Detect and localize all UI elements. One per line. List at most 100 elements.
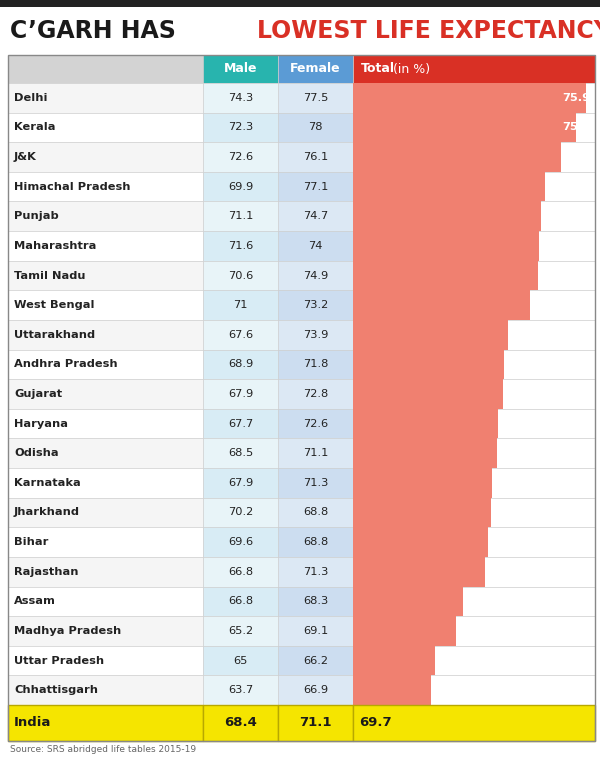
- Bar: [353, 497, 595, 527]
- Bar: [353, 201, 595, 231]
- Bar: [353, 409, 595, 439]
- Bar: [203, 113, 278, 142]
- Bar: [203, 587, 278, 617]
- Text: 68.3: 68.3: [303, 597, 328, 607]
- Text: 65.3: 65.3: [562, 685, 590, 695]
- Bar: [8, 291, 203, 320]
- Text: Chhattisgarh: Chhattisgarh: [14, 685, 98, 695]
- Bar: [353, 172, 595, 201]
- Text: 71.8: 71.8: [303, 359, 328, 369]
- Text: 72.8: 72.8: [562, 211, 590, 221]
- Text: 67.9: 67.9: [228, 389, 253, 399]
- Text: India: India: [14, 716, 52, 729]
- Bar: [278, 557, 353, 587]
- Bar: [353, 291, 530, 320]
- Text: 75.2: 75.2: [562, 122, 590, 133]
- Text: Bihar: Bihar: [14, 537, 49, 547]
- Bar: [203, 617, 278, 645]
- Bar: [8, 409, 203, 439]
- Text: 70.6: 70.6: [562, 330, 590, 340]
- Bar: [203, 645, 278, 675]
- Text: C’GARH HAS: C’GARH HAS: [10, 19, 184, 43]
- Bar: [203, 291, 278, 320]
- Text: West Bengal: West Bengal: [14, 300, 95, 310]
- Bar: [8, 55, 595, 741]
- Bar: [203, 201, 278, 231]
- Bar: [353, 497, 491, 527]
- Bar: [8, 201, 203, 231]
- Bar: [353, 231, 595, 261]
- Text: 74.3: 74.3: [228, 93, 253, 103]
- Bar: [8, 705, 203, 741]
- Bar: [353, 645, 435, 675]
- Bar: [8, 320, 203, 349]
- Bar: [203, 468, 278, 497]
- Bar: [203, 142, 278, 172]
- Text: 78: 78: [308, 122, 323, 133]
- Bar: [8, 617, 203, 645]
- Text: 77.5: 77.5: [303, 93, 328, 103]
- Text: 71.3: 71.3: [303, 478, 328, 488]
- Bar: [353, 675, 595, 705]
- Text: 73.1: 73.1: [562, 182, 590, 192]
- Bar: [8, 587, 203, 617]
- Text: 68.8: 68.8: [303, 537, 328, 547]
- Bar: [203, 557, 278, 587]
- Bar: [278, 55, 353, 83]
- Bar: [203, 439, 278, 468]
- Text: 71.1: 71.1: [228, 211, 253, 221]
- Bar: [8, 468, 203, 497]
- Bar: [203, 320, 278, 349]
- Bar: [203, 349, 278, 379]
- Bar: [278, 201, 353, 231]
- Bar: [353, 617, 455, 645]
- Bar: [353, 320, 508, 349]
- Bar: [353, 349, 595, 379]
- Text: Rajasthan: Rajasthan: [14, 567, 79, 577]
- Text: 72.7: 72.7: [562, 241, 590, 251]
- Bar: [278, 349, 353, 379]
- Text: Delhi: Delhi: [14, 93, 47, 103]
- Bar: [278, 320, 353, 349]
- Text: 66.8: 66.8: [228, 567, 253, 577]
- Text: 72.6: 72.6: [228, 152, 253, 162]
- Text: LOWEST LIFE EXPECTANCY: LOWEST LIFE EXPECTANCY: [257, 19, 600, 43]
- Text: 71.1: 71.1: [303, 448, 328, 459]
- Text: 67.9: 67.9: [228, 478, 253, 488]
- Text: 72.8: 72.8: [303, 389, 328, 399]
- Text: 76.1: 76.1: [303, 152, 328, 162]
- Bar: [278, 409, 353, 439]
- Bar: [203, 83, 278, 113]
- Bar: [203, 527, 278, 557]
- Bar: [353, 201, 541, 231]
- Bar: [353, 468, 493, 497]
- Text: 72.6: 72.6: [562, 271, 590, 281]
- Text: Madhya Pradesh: Madhya Pradesh: [14, 626, 121, 636]
- Bar: [203, 409, 278, 439]
- Bar: [353, 379, 595, 409]
- Bar: [278, 617, 353, 645]
- Text: 69.7: 69.7: [359, 716, 392, 729]
- Bar: [353, 349, 504, 379]
- Text: Jharkhand: Jharkhand: [14, 507, 80, 517]
- Bar: [353, 409, 498, 439]
- Bar: [353, 113, 576, 142]
- Text: 69.9: 69.9: [562, 419, 590, 429]
- Text: 65: 65: [233, 655, 248, 665]
- Text: 68.4: 68.4: [224, 716, 257, 729]
- Bar: [278, 113, 353, 142]
- Bar: [278, 83, 353, 113]
- Bar: [278, 379, 353, 409]
- Bar: [203, 261, 278, 291]
- Text: Source: SRS abridged life tables 2015-19: Source: SRS abridged life tables 2015-19: [10, 745, 196, 755]
- Text: (in %): (in %): [389, 63, 430, 76]
- Bar: [278, 527, 353, 557]
- Bar: [203, 172, 278, 201]
- Text: 69: 69: [574, 567, 590, 577]
- Text: 70.6: 70.6: [228, 271, 253, 281]
- Bar: [353, 557, 595, 587]
- Text: 65.2: 65.2: [228, 626, 253, 636]
- Text: 69.2: 69.2: [562, 537, 590, 547]
- Bar: [278, 231, 353, 261]
- Bar: [278, 172, 353, 201]
